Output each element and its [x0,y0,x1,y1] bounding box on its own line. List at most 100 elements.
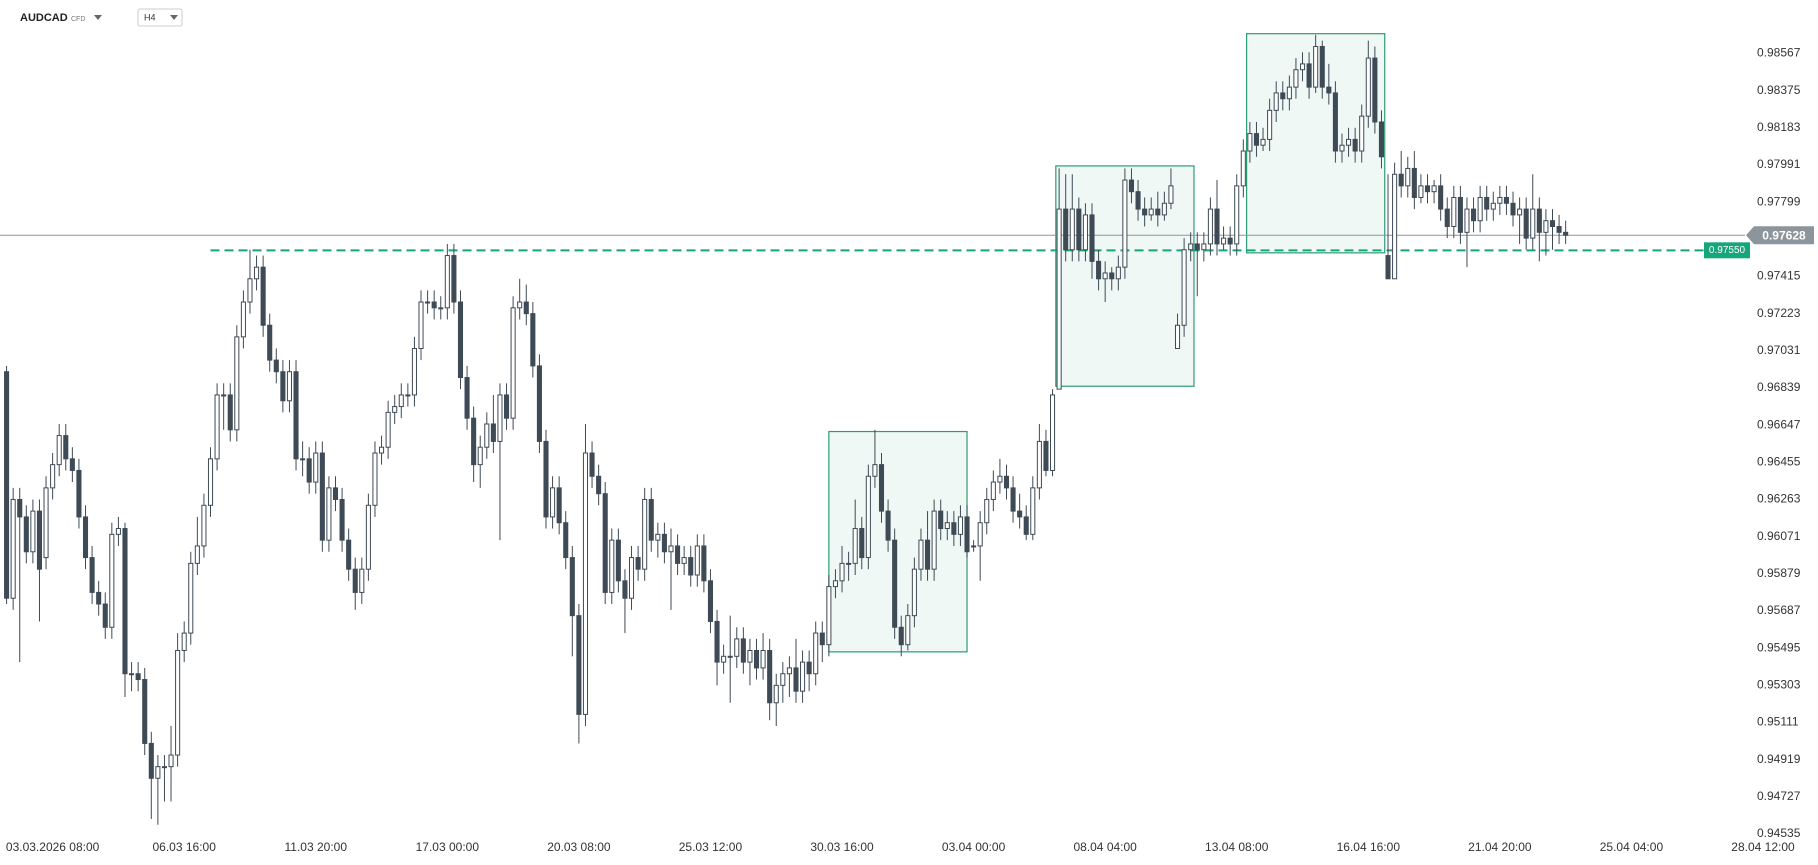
x-tick-label: 21.04 20:00 [1468,840,1532,854]
candle-body-up [1161,202,1167,216]
candle-body-down [596,475,602,495]
candle-body-up [56,435,62,466]
candle-body-down [1096,260,1102,280]
candle-body-down [1142,208,1148,216]
candle-body-down [753,649,760,669]
y-tick-label: 0.95687 [1757,603,1801,617]
candle-body-up [201,504,207,547]
x-tick-label: 13.04 08:00 [1205,840,1269,854]
candle-body-down [806,661,812,675]
candle-body-down [1063,208,1069,251]
symbol[interactable]: AUDCAD [20,12,68,24]
candle-body-up [1148,208,1154,216]
candle-body-up [1405,167,1411,187]
candle-body-down [1109,272,1115,280]
candle-body-down [536,365,542,442]
candle-body-down [260,266,266,326]
candle-body-down [563,522,569,559]
candle-body-down [964,516,970,553]
candle-body-down [675,545,681,564]
candle-body-up [1082,214,1088,251]
candle-body-down [1017,510,1023,518]
candle-body-up [1168,185,1174,204]
candle-body-up [1346,138,1352,146]
candle-body-up [734,638,740,657]
symbol-dropdown[interactable] [94,15,102,20]
candle-body-down [23,516,29,553]
candle-body-down [1306,63,1312,88]
candle-body-up [852,528,858,564]
candle-body-down [1424,185,1431,193]
candle-body-up [1069,208,1075,251]
candle-body-down [293,371,299,460]
candle-body-up [1056,208,1062,390]
candle-body-up [1359,115,1365,152]
candle-body-up [826,586,832,646]
current-price-tag [1746,226,1814,245]
candle-body-down [1471,208,1477,222]
candle-body-down [951,522,957,535]
candle-body-down [576,615,582,715]
candle-body-up [214,394,220,460]
candle-body-up [1464,208,1470,233]
candle-body-down [530,313,536,367]
y-tick-label: 0.95111 [1757,715,1799,729]
timeframe-box[interactable] [137,8,183,27]
candle-body-down [1135,191,1141,210]
candle-body-down [1155,208,1161,216]
candle-body-up [971,545,977,548]
timeframe-dropdown[interactable] [170,15,178,20]
y-tick-label: 0.97799 [1757,194,1801,208]
candle-body-up [1247,133,1253,152]
candle-body-up [944,522,950,530]
y-tick-label: 0.97031 [1757,343,1801,357]
candle-body-down [569,557,575,617]
candle-body-up [1201,243,1207,251]
candle-body-down [1227,237,1233,245]
header: AUDCAD CFD H4 [20,8,183,27]
candle-body-down [148,742,154,779]
timeframe[interactable]: H4 [144,12,156,22]
candle-body-down [1214,208,1220,245]
candle-body-down [556,487,562,524]
y-tick-label: 0.94919 [1757,752,1801,766]
candle-body-up [286,371,292,402]
candle-body-down [1444,208,1450,228]
candle-body-up [984,498,990,524]
candle-body-down [431,301,437,309]
candle-body-down [1194,243,1200,251]
candle-body-down [471,417,477,466]
candle-body-down [1128,179,1135,193]
y-tick-label: 0.96839 [1757,380,1801,394]
candle-body-up [800,661,806,692]
y-tick-label: 0.96647 [1757,417,1801,431]
candle-body-up [109,533,115,628]
candle-body-down [1326,86,1332,94]
candle-body-down [1372,57,1378,123]
candle-body-down [1253,133,1260,146]
x-tick-label: 11.03 20:00 [285,840,348,854]
x-tick-label: 28.04 12:00 [1731,840,1795,854]
candle-body-up [1431,185,1437,193]
candle-body-up [398,394,404,408]
candle-body-up [392,406,398,413]
candle-body-down [76,469,82,518]
y-tick-label: 0.98567 [1757,46,1801,60]
candle-body-up [905,615,911,646]
y-tick-label: 0.94727 [1757,789,1801,803]
candle-body-down [339,498,345,541]
candle-body-down [1332,92,1338,152]
candle-body-down [227,394,233,431]
candle-body-up [254,266,260,280]
candle-body-down [1503,196,1509,204]
candle-body-down [714,620,720,663]
level-label-box [1704,242,1750,259]
candle-body-up [161,766,167,769]
candle-body-down [707,580,714,622]
candle-body-down [332,487,339,500]
zone-box [828,430,968,653]
candle-body-up [911,568,917,617]
candle-body-up [721,655,727,663]
candle-body-down [306,458,312,483]
candle-body-up [1543,220,1549,233]
